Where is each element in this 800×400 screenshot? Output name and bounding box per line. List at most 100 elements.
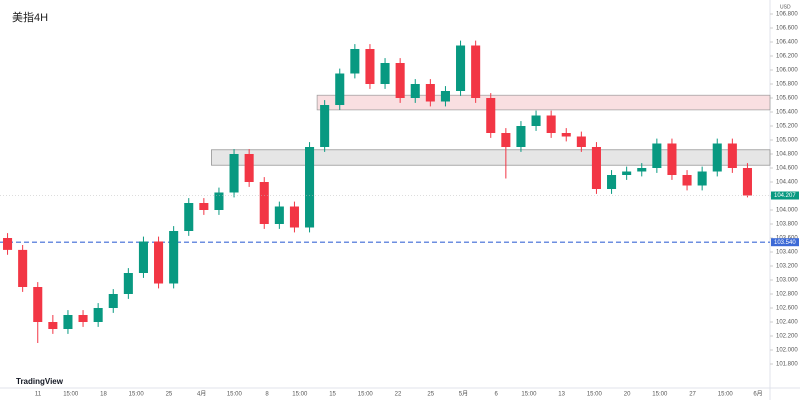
candle-body <box>48 322 58 329</box>
y-tick-label: 104.000 <box>776 208 798 214</box>
candle-body <box>305 147 315 228</box>
candle-body <box>289 206 299 228</box>
candle-body <box>184 203 194 231</box>
y-tick-label: 106.400 <box>776 40 798 46</box>
candle-body <box>18 249 28 287</box>
candle-body <box>486 98 496 133</box>
last-price-tag <box>771 191 799 200</box>
x-tick-label: 6 <box>495 392 499 398</box>
y-tick-label: 106.600 <box>776 26 798 32</box>
candle-body <box>123 273 133 294</box>
candle-body <box>93 308 103 322</box>
candle-body <box>395 63 405 98</box>
candle-body <box>667 143 677 175</box>
x-tick-label: 15 <box>329 392 336 398</box>
x-tick-label: 15:00 <box>358 392 374 398</box>
x-tick-label: 22 <box>395 392 402 398</box>
y-tick-label: 103.000 <box>776 278 798 284</box>
x-tick-label: 11 <box>35 392 42 398</box>
x-tick-label: 15:00 <box>652 392 668 398</box>
candle-body <box>501 133 511 147</box>
candle-body <box>138 241 148 273</box>
y-tick-label: 106.800 <box>776 12 798 18</box>
candle-body <box>531 115 541 126</box>
candle-body <box>607 175 617 189</box>
x-tick-label: 25 <box>427 392 434 398</box>
candle-body <box>561 133 571 137</box>
candle-body <box>682 175 692 186</box>
y-tick-label: 102.200 <box>776 334 798 340</box>
x-tick-label: 20 <box>624 392 631 398</box>
y-tick-label: 106.000 <box>776 68 798 74</box>
candle-body <box>33 287 43 322</box>
y-tick-label: 102.800 <box>776 292 798 298</box>
x-tick-label: 15:00 <box>227 392 243 398</box>
candle-body <box>591 147 601 189</box>
x-tick-label: 25 <box>166 392 173 398</box>
candle-body <box>63 315 73 329</box>
x-tick-label: 15:00 <box>292 392 308 398</box>
candle-body <box>727 143 737 168</box>
zone <box>211 149 771 166</box>
zone <box>316 94 771 111</box>
y-tick-label: 105.600 <box>776 96 798 102</box>
x-tick-label: 4月 <box>197 391 206 398</box>
candle-body <box>440 91 450 102</box>
candle-body <box>274 206 284 224</box>
candle-body <box>169 231 179 284</box>
y-tick-label: 105.000 <box>776 138 798 144</box>
price-line-label: 103.540 <box>774 240 796 246</box>
x-tick-label: 27 <box>689 392 696 398</box>
y-tick-label: 105.400 <box>776 110 798 116</box>
x-tick-label: 18 <box>100 392 107 398</box>
candle-body <box>471 45 481 98</box>
candle-body <box>108 294 118 308</box>
y-tick-label: 105.200 <box>776 124 798 130</box>
x-tick-label: 15:00 <box>718 392 734 398</box>
y-tick-label: 101.800 <box>776 362 798 368</box>
candle-body <box>320 105 330 147</box>
y-tick-label: 104.800 <box>776 152 798 158</box>
candle-body <box>78 315 88 322</box>
candle-body <box>456 45 466 91</box>
x-tick-label: 15:00 <box>63 392 79 398</box>
y-tick-label: 103.800 <box>776 222 798 228</box>
x-tick-label: 6月 <box>753 391 762 398</box>
y-tick-label: 102.600 <box>776 306 798 312</box>
y-tick-label: 104.400 <box>776 180 798 186</box>
candle-body <box>742 168 752 196</box>
y-tick-label: 102.000 <box>776 348 798 354</box>
y-tick-label: 104.600 <box>776 166 798 172</box>
y-tick-label: 103.200 <box>776 264 798 270</box>
x-tick-label: 15:00 <box>521 392 537 398</box>
candle-body <box>229 154 239 193</box>
axis-unit: USD <box>780 4 791 10</box>
candle-body <box>335 73 345 105</box>
chart-title: 美指4H <box>12 10 48 24</box>
candle-body <box>516 126 526 147</box>
x-tick-label: 5月 <box>459 391 468 398</box>
candle-body <box>154 241 164 284</box>
candle-body <box>365 49 375 84</box>
candle-body <box>697 171 707 186</box>
x-tick-label: 13 <box>558 392 565 398</box>
candle-body <box>380 63 390 84</box>
candle-body <box>652 143 662 168</box>
candle-body <box>637 168 647 172</box>
candle-body <box>199 203 209 210</box>
candle-body <box>622 171 632 175</box>
candle-body <box>244 154 254 182</box>
candle-body <box>3 238 13 250</box>
logo: TradingView <box>16 377 64 386</box>
x-tick-label: 8 <box>265 392 269 398</box>
candle-body <box>214 192 224 210</box>
candle-body <box>576 136 586 147</box>
y-tick-label: 103.400 <box>776 250 798 256</box>
candle-body <box>425 84 435 102</box>
y-tick-label: 105.800 <box>776 82 798 88</box>
candle-body <box>410 84 420 98</box>
y-tick-label: 102.400 <box>776 320 798 326</box>
price-line-tag <box>771 238 799 247</box>
candle-body <box>259 182 269 224</box>
